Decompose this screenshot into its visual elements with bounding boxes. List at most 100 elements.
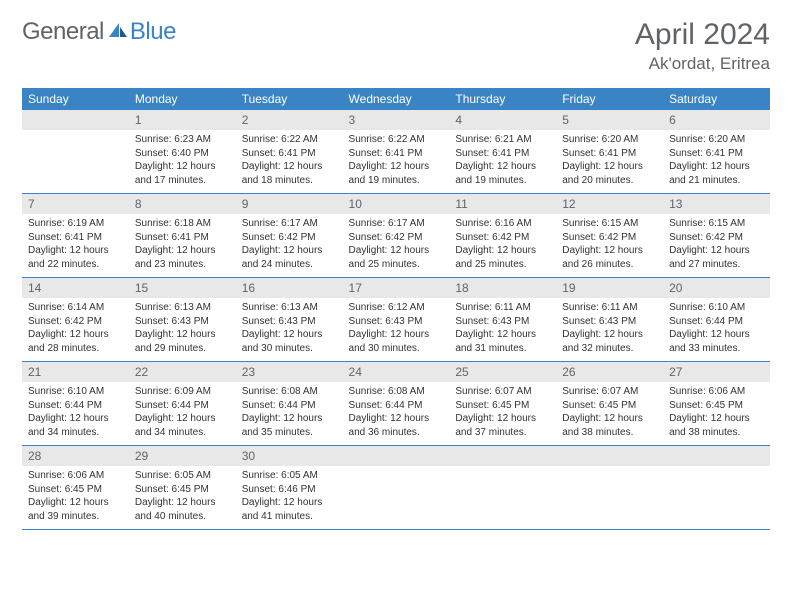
sunrise-text: Sunrise: 6:15 AM (562, 217, 657, 231)
day-number: 23 (236, 362, 343, 382)
sunrise-text: Sunrise: 6:11 AM (455, 301, 550, 315)
day-cell: 22Sunrise: 6:09 AMSunset: 6:44 PMDayligh… (129, 362, 236, 446)
day-cell: 10Sunrise: 6:17 AMSunset: 6:42 PMDayligh… (343, 194, 450, 278)
day-number: 16 (236, 278, 343, 298)
sunrise-text: Sunrise: 6:18 AM (135, 217, 230, 231)
day-cell: 18 Sunrise: 6:11 AMSunset: 6:43 PMDayligh… (449, 278, 556, 362)
weekday-friday: Friday (556, 88, 663, 110)
sunset-text: Sunset: 6:40 PM (135, 147, 230, 161)
day-cell: 23Sunrise: 6:08 AMSunset: 6:44 PMDayligh… (236, 362, 343, 446)
sunrise-text: Sunrise: 6:22 AM (349, 133, 444, 147)
daylight-text: Daylight: 12 hours and 29 minutes. (135, 328, 230, 355)
day-number: 4 (449, 110, 556, 130)
day-cell: 5Sunrise: 6:20 AMSunset: 6:41 PMDaylight… (556, 110, 663, 194)
day-number: 1 (129, 110, 236, 130)
day-cell: 15Sunrise: 6:13 AMSunset: 6:43 PMDayligh… (129, 278, 236, 362)
sunset-text: Sunset: 6:42 PM (669, 231, 764, 245)
brand-blue: Blue (130, 18, 176, 46)
day-number: 22 (129, 362, 236, 382)
daylight-text: Daylight: 12 hours and 26 minutes. (562, 244, 657, 271)
day-cell: 21Sunrise: 6:10 AMSunset: 6:44 PMDayligh… (22, 362, 129, 446)
sunset-text: Sunset: 6:42 PM (455, 231, 550, 245)
daylight-text: Daylight: 12 hours and 34 minutes. (28, 412, 123, 439)
month-title: April 2024 (635, 18, 770, 52)
day-cell: 4Sunrise: 6:21 AMSunset: 6:41 PMDaylight… (449, 110, 556, 194)
day-number: 2 (236, 110, 343, 130)
day-cell: 28Sunrise: 6:06 AMSunset: 6:45 PMDayligh… (22, 446, 129, 530)
sunset-text: Sunset: 6:43 PM (242, 315, 337, 329)
day-cell-empty (343, 446, 450, 530)
sunrise-text: Sunrise: 6:10 AM (28, 385, 123, 399)
daylight-text: Daylight: 12 hours and 34 minutes. (135, 412, 230, 439)
sunset-text: Sunset: 6:41 PM (455, 147, 550, 161)
sunset-text: Sunset: 6:44 PM (28, 399, 123, 413)
sunset-text: Sunset: 6:42 PM (28, 315, 123, 329)
day-cell: 12 Sunrise: 6:15 AMSunset: 6:42 PMDayligh… (556, 194, 663, 278)
sunrise-text: Sunrise: 6:17 AM (349, 217, 444, 231)
sunrise-text: Sunrise: 6:13 AM (242, 301, 337, 315)
sunset-text: Sunset: 6:46 PM (242, 483, 337, 497)
daylight-text: Daylight: 12 hours and 40 minutes. (135, 496, 230, 523)
day-number: 6 (663, 110, 770, 130)
sunrise-text: Sunrise: 6:05 AM (135, 469, 230, 483)
sunset-text: Sunset: 6:41 PM (28, 231, 123, 245)
sunrise-text: Sunrise: 6:20 AM (669, 133, 764, 147)
weekday-tuesday: Tuesday (236, 88, 343, 110)
weekday-header-row: Sunday Monday Tuesday Wednesday Thursday… (22, 88, 770, 110)
daylight-text: Daylight: 12 hours and 41 minutes. (242, 496, 337, 523)
day-number: 11 (449, 194, 556, 214)
day-number: 18 (449, 278, 556, 298)
sunrise-text: Sunrise: 6:11 AM (562, 301, 657, 315)
day-cell: 19Sunrise: 6:11 AMSunset: 6:43 PMDayligh… (556, 278, 663, 362)
sunrise-text: Sunrise: 6:07 AM (455, 385, 550, 399)
sunrise-text: Sunrise: 6:09 AM (135, 385, 230, 399)
brand-general: General (22, 18, 104, 46)
week-row: 21Sunrise: 6:10 AMSunset: 6:44 PMDayligh… (22, 362, 770, 446)
day-number: 25 (449, 362, 556, 382)
day-cell: 14Sunrise: 6:14 AMSunset: 6:42 PMDayligh… (22, 278, 129, 362)
weekday-monday: Monday (129, 88, 236, 110)
week-row: 14Sunrise: 6:14 AMSunset: 6:42 PMDayligh… (22, 278, 770, 362)
sunset-text: Sunset: 6:42 PM (562, 231, 657, 245)
brand-sail-icon (107, 18, 129, 46)
day-cell-empty (22, 110, 129, 194)
day-number: 19 (556, 278, 663, 298)
day-number: 15 (129, 278, 236, 298)
daylight-text: Daylight: 12 hours and 19 minutes. (349, 160, 444, 187)
day-cell: 3Sunrise: 6:22 AMSunset: 6:41 PMDaylight… (343, 110, 450, 194)
daylight-text: Daylight: 12 hours and 25 minutes. (455, 244, 550, 271)
sunset-text: Sunset: 6:45 PM (562, 399, 657, 413)
sunset-text: Sunset: 6:41 PM (135, 231, 230, 245)
sunrise-text: Sunrise: 6:15 AM (669, 217, 764, 231)
week-row: 28Sunrise: 6:06 AMSunset: 6:45 PMDayligh… (22, 446, 770, 530)
day-number: 12 (556, 194, 663, 214)
daylight-text: Daylight: 12 hours and 38 minutes. (562, 412, 657, 439)
day-number: 29 (129, 446, 236, 466)
day-number: 26 (556, 362, 663, 382)
sunrise-text: Sunrise: 6:19 AM (28, 217, 123, 231)
sunrise-text: Sunrise: 6:12 AM (349, 301, 444, 315)
daylight-text: Daylight: 12 hours and 31 minutes. (455, 328, 550, 355)
sunrise-text: Sunrise: 6:06 AM (669, 385, 764, 399)
daylight-text: Daylight: 12 hours and 37 minutes. (455, 412, 550, 439)
sunset-text: Sunset: 6:45 PM (135, 483, 230, 497)
daylight-text: Daylight: 12 hours and 18 minutes. (242, 160, 337, 187)
title-block: April 2024 Ak'ordat, Eritrea (635, 18, 770, 74)
day-number: 10 (343, 194, 450, 214)
day-cell-empty (449, 446, 556, 530)
sunrise-text: Sunrise: 6:08 AM (349, 385, 444, 399)
sunset-text: Sunset: 6:44 PM (669, 315, 764, 329)
location-subtitle: Ak'ordat, Eritrea (635, 54, 770, 74)
weekday-sunday: Sunday (22, 88, 129, 110)
daylight-text: Daylight: 12 hours and 25 minutes. (349, 244, 444, 271)
sunset-text: Sunset: 6:45 PM (455, 399, 550, 413)
sunset-text: Sunset: 6:43 PM (455, 315, 550, 329)
daylight-text: Daylight: 12 hours and 28 minutes. (28, 328, 123, 355)
sunrise-text: Sunrise: 6:23 AM (135, 133, 230, 147)
day-number: 9 (236, 194, 343, 214)
day-number: 7 (22, 194, 129, 214)
day-number: 13 (663, 194, 770, 214)
daylight-text: Daylight: 12 hours and 27 minutes. (669, 244, 764, 271)
day-cell: 2Sunrise: 6:22 AMSunset: 6:41 PMDaylight… (236, 110, 343, 194)
sunset-text: Sunset: 6:41 PM (349, 147, 444, 161)
